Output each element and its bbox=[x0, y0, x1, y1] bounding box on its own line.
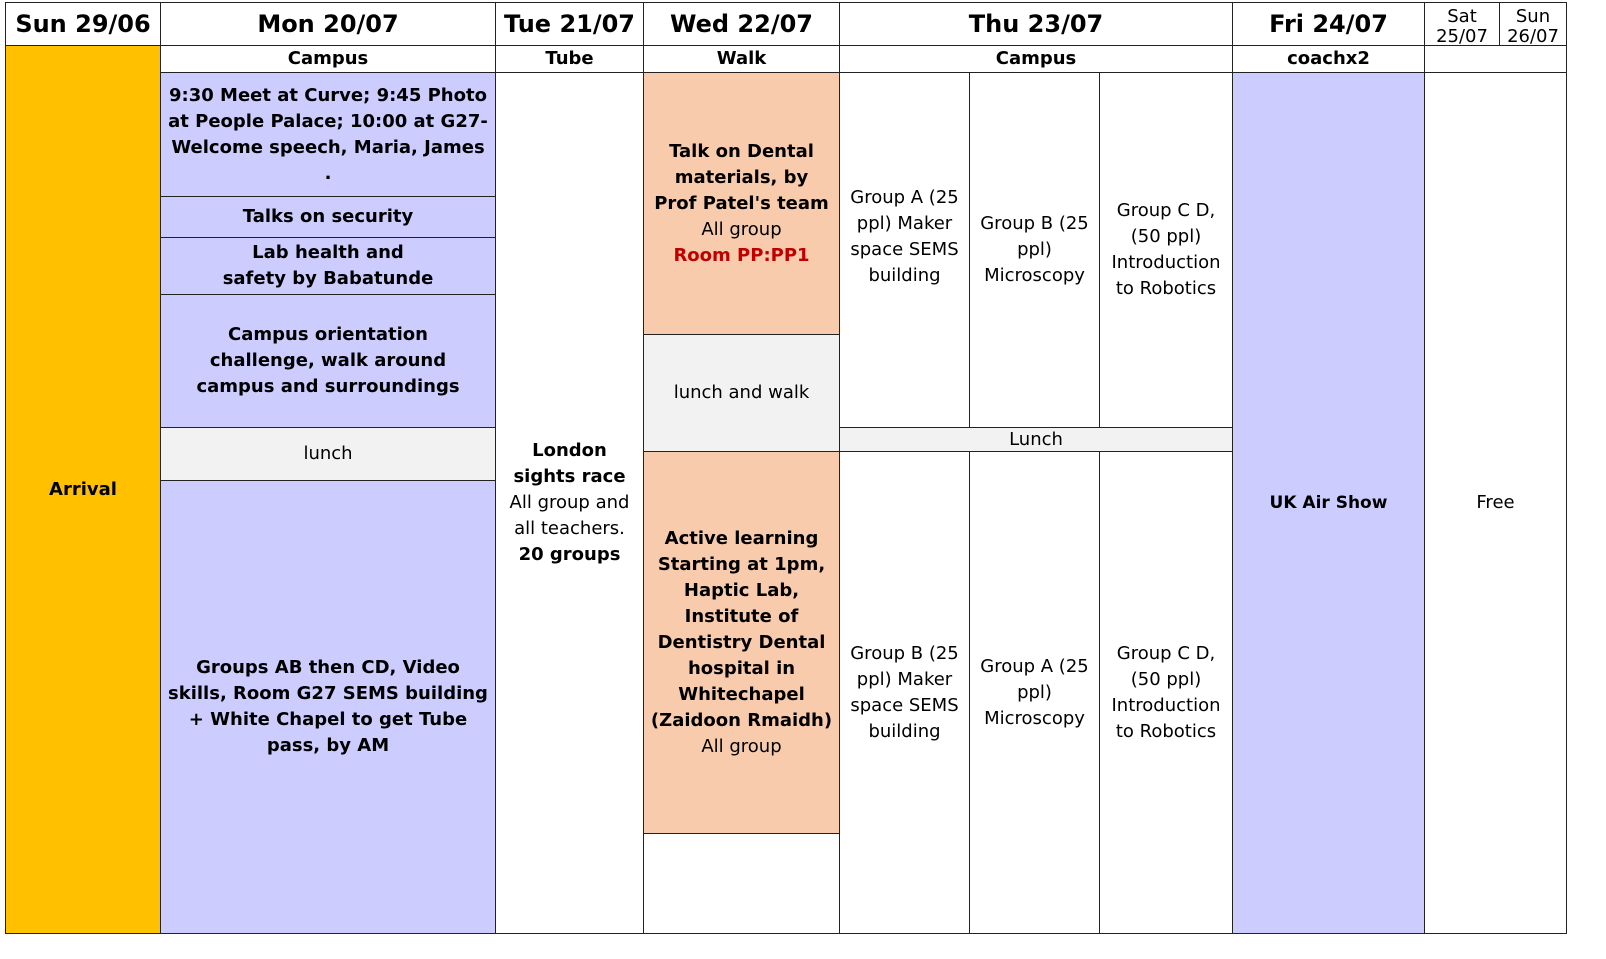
thu-am-1: Group A (25 ppl) Maker space SEMS buildi… bbox=[839, 72, 970, 428]
subheader-weekend bbox=[1424, 45, 1567, 73]
subheader-thu: Campus bbox=[839, 45, 1233, 73]
subheader-wed: Walk bbox=[643, 45, 840, 73]
arrival-cell: Arrival bbox=[5, 45, 161, 934]
wed-talk-group: All group bbox=[701, 218, 782, 240]
thu-pm-2: Group A (25 ppl) Microscopy bbox=[969, 451, 1100, 934]
mon-lunch: lunch bbox=[160, 427, 496, 481]
header-mon: Mon 20/07 bbox=[160, 2, 496, 46]
header-fri: Fri 24/07 bbox=[1232, 2, 1425, 46]
thu-lunch: Lunch bbox=[839, 427, 1233, 452]
header-tue: Tue 21/07 bbox=[495, 2, 644, 46]
wed-active-title: Active learning Starting at 1pm, Haptic … bbox=[650, 527, 833, 731]
header-thu: Thu 23/07 bbox=[839, 2, 1233, 46]
header-sun: Sun 29/06 bbox=[5, 2, 161, 46]
subheader-fri: coachx2 bbox=[1232, 45, 1425, 73]
tue-sights-race: London sights race All group and all tea… bbox=[495, 72, 644, 934]
mon-security: Talks on security bbox=[160, 196, 496, 238]
header-sat: Sat 25/07 bbox=[1424, 2, 1500, 46]
subheader-tue: Tube bbox=[495, 45, 644, 73]
wed-active-group: All group bbox=[701, 735, 782, 757]
thu-pm-1: Group B (25 ppl) Maker space SEMS buildi… bbox=[839, 451, 970, 934]
wed-talk-title: Talk on Dental materials, by Prof Patel'… bbox=[654, 140, 829, 214]
thu-am-3: Group C D, (50 ppl) Introduction to Robo… bbox=[1099, 72, 1233, 428]
mon-groups: Groups AB then CD, Video skills, Room G2… bbox=[160, 480, 496, 934]
wed-lunch: lunch and walk bbox=[643, 334, 840, 452]
header-wed: Wed 22/07 bbox=[643, 2, 840, 46]
mon-welcome: 9:30 Meet at Curve; 9:45 Photo at People… bbox=[160, 72, 496, 197]
tue-count: 20 groups bbox=[518, 544, 621, 565]
wed-talk: Talk on Dental materials, by Prof Patel'… bbox=[643, 72, 840, 335]
thu-am-2: Group B (25 ppl) Microscopy bbox=[969, 72, 1100, 428]
wed-active-learning: Active learning Starting at 1pm, Haptic … bbox=[643, 451, 840, 834]
weekend-free: Free bbox=[1424, 72, 1567, 934]
fri-air-show: UK Air Show bbox=[1232, 72, 1425, 934]
tue-desc: All group and all teachers. bbox=[509, 492, 630, 539]
mon-lab: Lab health and safety by Babatunde bbox=[160, 237, 496, 295]
wed-talk-room: Room PP:PP1 bbox=[673, 244, 810, 266]
thu-pm-3: Group C D, (50 ppl) Introduction to Robo… bbox=[1099, 451, 1233, 934]
subheader-mon: Campus bbox=[160, 45, 496, 73]
tue-title: London sights race bbox=[513, 440, 626, 487]
header-sun2: Sun 26/07 bbox=[1499, 2, 1567, 46]
mon-orientation: Campus orientation challenge, walk aroun… bbox=[160, 294, 496, 428]
wed-empty bbox=[643, 833, 840, 934]
